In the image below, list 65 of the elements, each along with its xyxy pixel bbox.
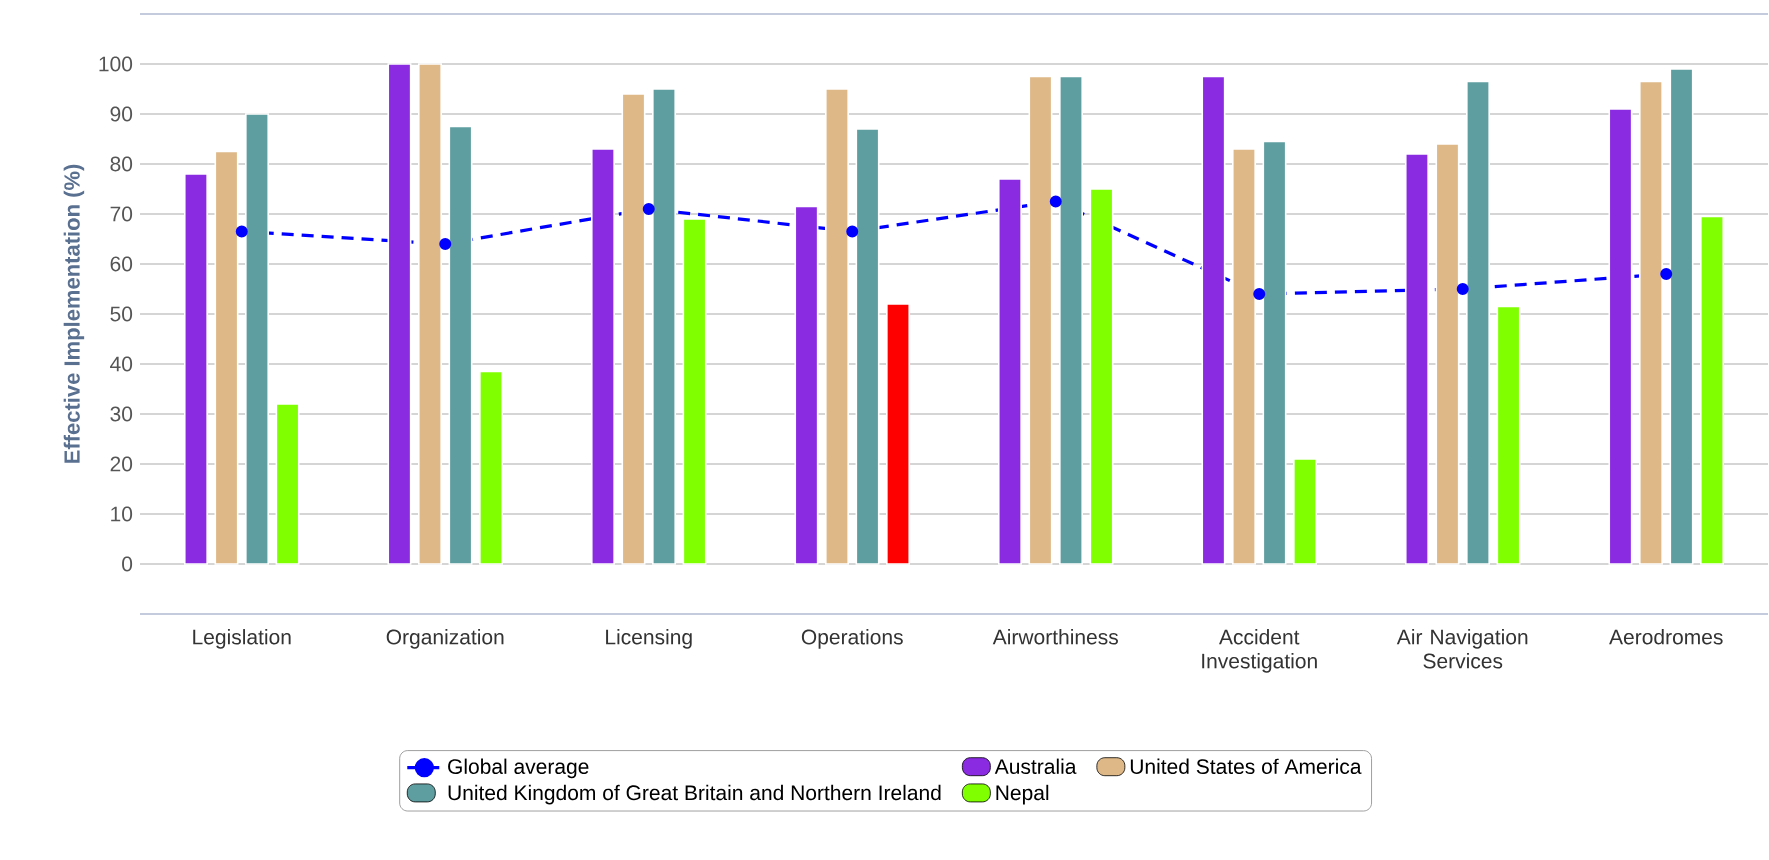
x-tick-label: Accident Investigation: [1202, 629, 1317, 673]
bar: [621, 93, 646, 565]
bar: [997, 178, 1022, 565]
bar: [387, 63, 412, 565]
bar: [1262, 140, 1287, 565]
bar: [1028, 75, 1053, 565]
bar: [794, 205, 819, 565]
x-tick-label: Organization: [386, 629, 504, 649]
bar: [1608, 108, 1633, 565]
bar: [1638, 80, 1663, 565]
bar: [1293, 458, 1318, 565]
bar: [1404, 153, 1429, 565]
bar: [448, 125, 473, 565]
bar: [855, 128, 880, 565]
y-tick-label: 40: [110, 356, 133, 372]
bar: [1496, 305, 1521, 565]
x-tick-label: Air Navigation Services: [1396, 629, 1528, 669]
x-tick-label: Legislation: [193, 629, 291, 649]
bar: [1059, 75, 1083, 565]
legend-label: United Kingdom of Great Britain and Northern Ireland: [448, 784, 941, 805]
bar: [275, 403, 300, 565]
bar: [590, 148, 615, 565]
bar: [652, 88, 676, 565]
y-axis-title: Effective Implementation (%): [63, 164, 85, 463]
point: [1456, 282, 1469, 295]
bar: [886, 303, 911, 565]
bar: [1231, 148, 1256, 565]
point: [235, 225, 248, 238]
bar: [1201, 75, 1226, 565]
y-tick-label: 0: [122, 556, 133, 572]
x-tick-label: Airworthiness: [992, 629, 1118, 645]
bar: [824, 88, 849, 565]
point: [642, 202, 655, 215]
x-tick-label: Aerodromes: [1609, 629, 1723, 645]
bar: [1669, 68, 1694, 565]
bar: [479, 370, 504, 565]
y-tick-label: 60: [110, 256, 133, 272]
bar: [245, 113, 270, 565]
bar: [1700, 215, 1725, 565]
bar: [1435, 143, 1460, 565]
point: [846, 225, 859, 238]
bar: [183, 173, 208, 565]
bar: [1466, 80, 1490, 565]
bar: [682, 218, 707, 565]
legend-label: United States of America: [1130, 758, 1362, 775]
y-tick-label: 70: [110, 206, 133, 222]
bar: [418, 63, 442, 565]
bar: [214, 150, 239, 565]
point: [1660, 267, 1673, 280]
bar: [1089, 188, 1114, 565]
y-tick-label: 30: [110, 406, 133, 422]
x-tick-label: Operations: [801, 629, 903, 649]
x-tick-label: Licensing: [606, 629, 692, 649]
y-tick-label: 10: [111, 506, 133, 522]
legend-label: Australia: [994, 758, 1077, 775]
point: [439, 237, 452, 250]
legend-label: Global average: [448, 758, 589, 779]
y-tick-label: 50: [110, 306, 133, 322]
point: [1253, 287, 1266, 300]
legend-label: Nepal: [996, 784, 1049, 805]
y-tick-label: 20: [110, 456, 133, 472]
y-tick-label: 80: [110, 156, 133, 172]
point: [1049, 195, 1062, 208]
y-tick-label: 100: [99, 56, 133, 72]
y-tick-label: 90: [110, 106, 133, 122]
